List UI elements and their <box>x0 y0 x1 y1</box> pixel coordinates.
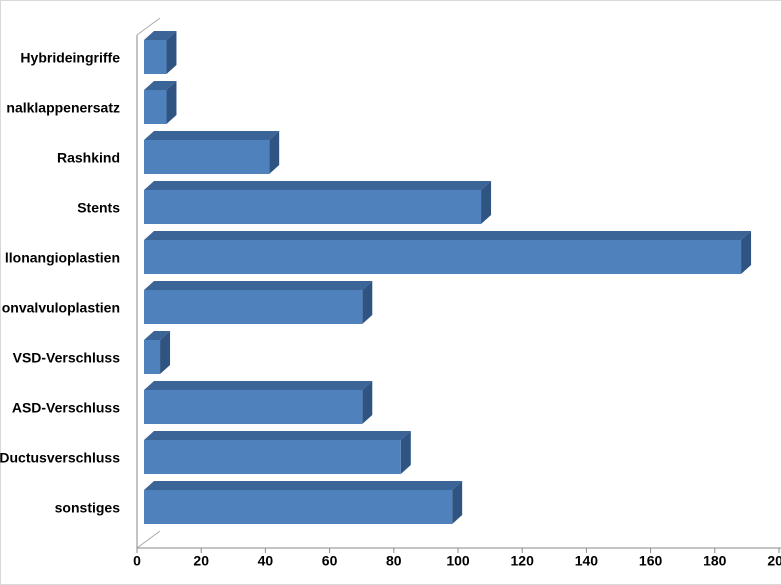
x-tick-label: 100 <box>446 553 470 569</box>
bar-top <box>144 31 177 40</box>
bar-side <box>481 181 492 224</box>
y-tick-label: Rashkind <box>57 150 120 166</box>
x-tick-label: 200 <box>767 553 781 569</box>
bar-front <box>144 390 363 424</box>
x-tick-label: 60 <box>322 553 338 569</box>
bar-top <box>144 431 411 440</box>
bar-side <box>166 81 177 124</box>
bar-side <box>362 381 373 424</box>
bar <box>144 281 373 324</box>
bar <box>144 331 171 374</box>
y-tick-label: VSD-Verschluss <box>13 350 121 366</box>
x-tick-label: 120 <box>511 553 535 569</box>
bar-front <box>144 290 363 324</box>
bar-top <box>144 181 492 190</box>
bar-front <box>144 340 161 374</box>
bar-front <box>144 140 270 174</box>
y-tick-label: Stents <box>77 200 120 216</box>
wall-edge <box>136 17 161 36</box>
bar-top <box>144 281 373 290</box>
bar <box>144 231 752 274</box>
bar <box>144 381 373 424</box>
bar-side <box>362 281 373 324</box>
bar <box>144 481 463 524</box>
bar <box>144 131 280 174</box>
bar <box>144 181 492 224</box>
bar-front <box>144 40 167 74</box>
x-tick-label: 180 <box>703 553 727 569</box>
bar-side <box>269 131 280 174</box>
x-tick-label: 0 <box>133 553 141 569</box>
x-tick-label: 140 <box>575 553 599 569</box>
x-tick-label: 160 <box>639 553 663 569</box>
bar-top <box>144 381 373 390</box>
bar-top <box>144 231 752 240</box>
bar-side <box>400 431 411 474</box>
x-tick-label: 20 <box>193 553 209 569</box>
y-tick-label: llonangioplastien <box>5 250 120 266</box>
bar-front <box>144 490 453 524</box>
floor-edge <box>136 530 161 549</box>
bar-top <box>144 81 177 90</box>
y-tick-label: ASD-Verschluss <box>12 400 120 416</box>
x-tick-label: 80 <box>386 553 402 569</box>
bar <box>144 431 411 474</box>
bar-side <box>166 31 177 74</box>
bar-side <box>452 481 463 524</box>
bar-top <box>144 331 171 340</box>
y-tick-label: Ductusverschluss <box>0 450 120 466</box>
bar-side <box>160 331 171 374</box>
y-tick-label: nalklappenersatz <box>6 100 120 116</box>
y-tick-label: onvalvuloplastien <box>2 300 120 316</box>
bar <box>144 31 177 74</box>
bar-front <box>144 240 742 274</box>
bar-front <box>144 90 167 124</box>
x-tick-label: 40 <box>258 553 274 569</box>
bar-top <box>144 481 463 490</box>
bar <box>144 81 177 124</box>
bar-side <box>741 231 752 274</box>
bar-front <box>144 440 401 474</box>
y-tick-label: sonstiges <box>55 500 121 516</box>
bar-top <box>144 131 280 140</box>
bar-front <box>144 190 482 224</box>
y-tick-label: Hybrideingriffe <box>20 50 120 66</box>
